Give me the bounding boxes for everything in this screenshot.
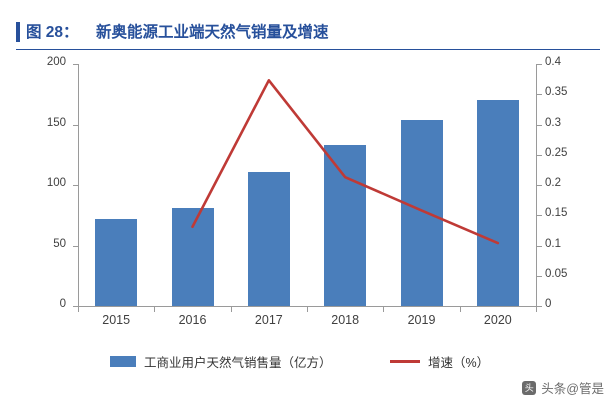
growth-line-path xyxy=(191,79,500,245)
y-axis-right-tick xyxy=(537,245,542,247)
figure-number-label: 图 28： xyxy=(26,24,79,41)
x-axis-tick-label: 2015 xyxy=(102,313,131,327)
x-axis-tick xyxy=(78,307,79,312)
y-axis-left-tick-label: 200 xyxy=(46,56,66,68)
y-axis-right-tick-label: 0.1 xyxy=(545,237,561,250)
y-axis-right-tick-label: 0.3 xyxy=(545,116,561,129)
y-axis-left-tick-label: 150 xyxy=(46,116,66,129)
y-axis-left-tick-label: 0 xyxy=(59,298,66,310)
y-axis-left-tick xyxy=(73,64,78,65)
y-axis-left-tick xyxy=(73,185,78,186)
bar xyxy=(400,119,443,306)
x-axis-tick-label: 2020 xyxy=(483,313,512,327)
y-axis-left-line xyxy=(78,64,79,307)
y-axis-left-tick-label: 50 xyxy=(53,237,66,250)
x-axis-line xyxy=(78,306,536,307)
legend-label-line: 增速（%） xyxy=(428,356,490,370)
watermark: 头 头条@管是 xyxy=(522,378,604,397)
y-axis-right-tick xyxy=(537,124,542,126)
bar-series xyxy=(78,64,536,306)
y-axis-left-tick xyxy=(73,124,78,126)
x-axis-tick xyxy=(154,307,156,312)
chart-legend: 工商业用户天然气销售量（亿方） 增速（%） xyxy=(0,352,616,374)
x-axis-tick xyxy=(230,307,232,312)
bar xyxy=(324,145,367,306)
y-axis-right-tick-label: 0.05 xyxy=(545,267,568,280)
legend-item-bars: 工商业用户天然气销售量（亿方） xyxy=(110,352,332,371)
x-axis-tick xyxy=(536,307,537,312)
line-series xyxy=(78,64,536,306)
bar xyxy=(95,218,138,306)
y-axis-right-line xyxy=(536,64,537,307)
legend-swatch-line-icon xyxy=(390,360,420,363)
y-axis-right-tick-label: 0.25 xyxy=(545,146,568,159)
y-axis-right-tick-label: 0.4 xyxy=(545,56,561,68)
y-axis-left-tick xyxy=(73,306,78,307)
x-axis-tick xyxy=(459,307,461,312)
x-axis-tick-label: 2019 xyxy=(407,313,436,327)
x-axis-tick-label: 2018 xyxy=(331,313,360,327)
x-axis-tick xyxy=(383,307,385,312)
growth-line-svg xyxy=(191,79,500,245)
legend-swatch-bar-icon xyxy=(110,356,136,367)
figure-title-bar: 图 28： 新奥能源工业端天然气销量及增速 xyxy=(0,10,616,50)
y-axis-right-tick xyxy=(537,94,542,96)
legend-label-bars: 工商业用户天然气销售量（亿方） xyxy=(144,356,332,370)
watermark-text: 头条@管是 xyxy=(541,382,604,396)
y-axis-left-tick-label: 100 xyxy=(46,177,66,189)
bar xyxy=(247,171,290,306)
x-axis-tick xyxy=(307,307,308,312)
watermark-logo-icon: 头 xyxy=(522,380,537,395)
y-axis-right-tick-label: 0.35 xyxy=(545,86,568,99)
y-axis-right-tick xyxy=(537,154,542,156)
y-axis-right-tick xyxy=(537,215,542,217)
y-axis-right-tick xyxy=(537,306,542,307)
y-axis-right-tick-label: 0 xyxy=(545,298,552,310)
page-title: 新奥能源工业端天然气销量及增速 xyxy=(96,24,329,41)
bar xyxy=(476,100,519,306)
y-axis-right-tick-label: 0.2 xyxy=(545,177,561,189)
y-axis-right-tick-label: 0.15 xyxy=(545,207,568,220)
x-axis-tick-label: 2016 xyxy=(178,313,207,327)
title-accent-bar xyxy=(16,22,20,42)
title-divider xyxy=(16,49,600,50)
y-axis-right-tick xyxy=(537,64,542,65)
legend-item-line: 增速（%） xyxy=(390,352,489,371)
y-axis-right-tick xyxy=(537,275,542,277)
y-axis-right-tick xyxy=(537,185,542,186)
y-axis-left-tick xyxy=(73,245,78,247)
x-axis-tick-label: 2017 xyxy=(254,313,283,327)
